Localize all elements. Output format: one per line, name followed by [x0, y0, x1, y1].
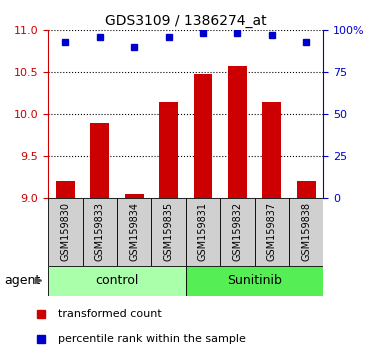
Bar: [194, 74, 213, 198]
Bar: [159, 102, 178, 198]
Bar: [228, 66, 247, 198]
Bar: [186, 198, 220, 266]
Bar: [289, 198, 323, 266]
Text: GSM159835: GSM159835: [164, 202, 174, 261]
Bar: [90, 122, 109, 198]
Title: GDS3109 / 1386274_at: GDS3109 / 1386274_at: [105, 14, 266, 28]
Text: Sunitinib: Sunitinib: [227, 274, 282, 287]
Bar: [82, 198, 117, 266]
Bar: [56, 182, 75, 198]
Text: GSM159837: GSM159837: [267, 202, 277, 261]
Bar: [117, 198, 151, 266]
Text: GSM159831: GSM159831: [198, 202, 208, 261]
Bar: [48, 266, 186, 296]
Bar: [297, 182, 316, 198]
Bar: [125, 194, 144, 198]
Text: transformed count: transformed count: [58, 308, 162, 319]
Text: GSM159838: GSM159838: [301, 202, 311, 261]
Text: GSM159834: GSM159834: [129, 202, 139, 261]
Bar: [48, 198, 82, 266]
Text: GSM159833: GSM159833: [95, 202, 105, 261]
Bar: [220, 198, 254, 266]
Text: GSM159832: GSM159832: [233, 202, 243, 261]
Bar: [262, 102, 281, 198]
Bar: [151, 198, 186, 266]
Bar: [254, 198, 289, 266]
Text: percentile rank within the sample: percentile rank within the sample: [58, 334, 246, 344]
Text: control: control: [95, 274, 139, 287]
Text: agent: agent: [4, 274, 40, 287]
Text: GSM159830: GSM159830: [60, 202, 70, 261]
Bar: [186, 266, 323, 296]
